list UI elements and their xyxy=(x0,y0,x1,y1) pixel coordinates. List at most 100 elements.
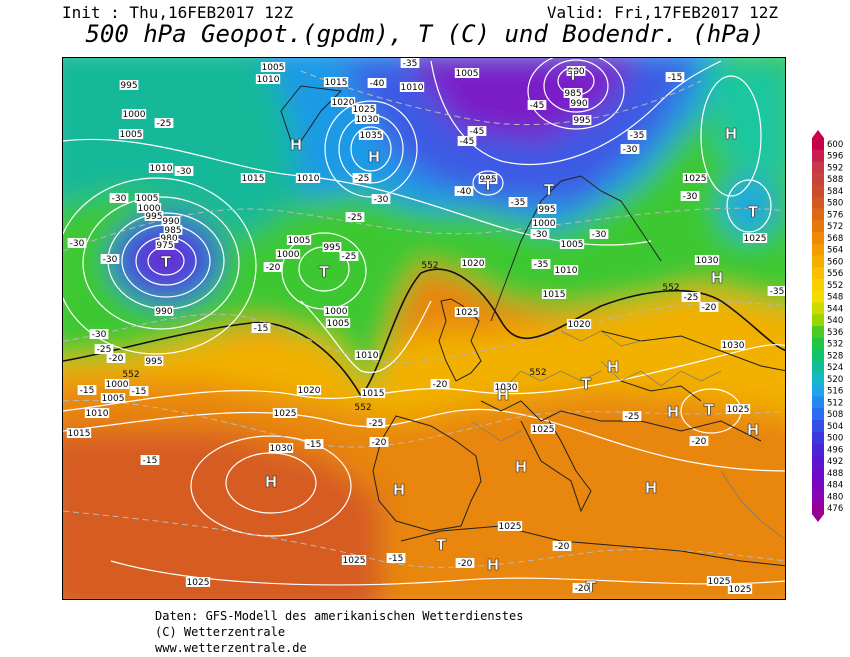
pressure-label: 1030 xyxy=(720,340,746,351)
coastlines xyxy=(280,85,785,567)
pressure-label-text: 995 xyxy=(145,357,162,367)
pressure-label-bg xyxy=(161,216,181,226)
pressure-label-text: 995 xyxy=(538,205,555,215)
temperature-label-text: -15 xyxy=(80,386,95,396)
temperature-label-bg xyxy=(386,553,406,563)
temperature-label: -20 xyxy=(430,379,450,390)
pressure-label: 1025 xyxy=(727,584,753,595)
pressure-label: 995 xyxy=(572,115,592,126)
temperature-label-bg xyxy=(430,379,450,389)
color-scale-label: 520 xyxy=(827,375,843,385)
pressure-label-text: 1010 xyxy=(257,75,280,85)
pressure-label-bg xyxy=(104,379,130,389)
temperature-label-bg xyxy=(67,238,87,248)
pressure-label-text: 1025 xyxy=(532,425,555,435)
color-scale-label: 524 xyxy=(827,363,843,373)
temperature-label-text: -30 xyxy=(70,239,85,249)
temperature-label: -30 xyxy=(100,254,120,265)
temperature-label: -30 xyxy=(530,229,550,240)
pressure-label-bg xyxy=(742,233,768,243)
pressure-label-bg xyxy=(84,408,110,418)
pressure-label-text: 1000 xyxy=(533,219,556,229)
pressure-label-text: 1005 xyxy=(327,319,350,329)
pressure-label-bg xyxy=(100,393,126,403)
pressure-label-bg xyxy=(185,577,211,587)
pressure-label-text: 1015 xyxy=(543,290,566,300)
geopotential-label-text: 552 xyxy=(662,283,679,293)
pressure-label-text: 975 xyxy=(156,241,173,251)
temperature-label-bg xyxy=(527,100,547,110)
pressure-label-bg xyxy=(553,265,579,275)
temperature-label-bg xyxy=(129,386,149,396)
pressure-label: 1000 xyxy=(121,109,147,120)
pressure-label-text: 1025 xyxy=(274,409,297,419)
pressure-label-bg xyxy=(358,130,384,140)
temperature-label-bg xyxy=(263,262,283,272)
temperature-label-bg xyxy=(665,72,685,82)
temperature-labels: -35-40-15-45-25-45-45-35-30-30-25-40 -30-… xyxy=(67,58,785,594)
pressure-label: 1005 xyxy=(454,68,480,79)
pressure-label: 1025 xyxy=(706,576,732,587)
low-pressure-marker: T xyxy=(319,263,330,281)
pressure-label-bg xyxy=(563,88,583,98)
pressure-label-text: 995 xyxy=(323,243,340,253)
pressure-label: 985 xyxy=(478,174,498,185)
temperature-label-bg xyxy=(400,58,420,68)
temperature-label-bg xyxy=(94,344,114,354)
pressure-label-bg xyxy=(572,115,592,125)
temperature-label-text: -30 xyxy=(623,145,638,155)
pressure-label: 1005 xyxy=(134,193,160,204)
geopotential-label-text: 552 xyxy=(421,261,438,271)
pressure-label-text: 1000 xyxy=(106,380,129,390)
temperature-label-bg xyxy=(154,118,174,128)
low-pressure-marker: T xyxy=(586,578,597,596)
temperature-label-text: -35 xyxy=(770,287,785,297)
color-scale-swatch xyxy=(812,196,824,209)
geopotential-label-text: 552 xyxy=(529,368,546,378)
pressure-label: 1025 xyxy=(341,555,367,566)
pressure-label-text: 1015 xyxy=(325,78,348,88)
high-pressure-marker: H xyxy=(368,148,381,166)
color-scale-label: 560 xyxy=(827,257,843,267)
color-scale-swatch xyxy=(812,185,824,198)
temperature-label-text: -20 xyxy=(555,542,570,552)
pressure-label: 1020 xyxy=(296,385,322,396)
temperature-label-bg xyxy=(531,259,551,269)
pressure-label-text: 1025 xyxy=(456,308,479,318)
color-scale-label: 532 xyxy=(827,340,843,350)
temperature-label-text: -35 xyxy=(534,260,549,270)
temperature-label: -20 xyxy=(699,302,719,313)
geopotential-label: 552 xyxy=(662,283,679,293)
color-scale-top-arrow xyxy=(812,130,824,138)
pressure-label-text: 1020 xyxy=(298,386,321,396)
color-scale-swatch xyxy=(812,455,824,468)
color-scale-label: 508 xyxy=(827,410,843,420)
color-scale-swatch xyxy=(812,384,824,397)
pressure-label-text: 1000 xyxy=(138,204,161,214)
temperature-label: -20 xyxy=(263,262,283,273)
color-scale-swatch xyxy=(812,349,824,362)
color-scale-swatch xyxy=(812,302,824,315)
color-scale-swatch xyxy=(812,173,824,186)
color-scale-label: 476 xyxy=(827,504,843,514)
pressure-label: 1010 xyxy=(553,265,579,276)
pressure-label-bg xyxy=(720,340,746,350)
pressure-label-bg xyxy=(330,97,356,107)
color-scale-label: 564 xyxy=(827,246,843,256)
temperature-label-bg xyxy=(371,194,391,204)
pressure-label-bg xyxy=(354,114,380,124)
temperature-label-bg xyxy=(467,126,487,136)
temperature-label: -35 xyxy=(767,286,785,297)
temperature-label-bg xyxy=(345,212,365,222)
pressure-label-text: 1010 xyxy=(401,83,424,93)
color-scale-swatch xyxy=(812,243,824,256)
temperature-label: -25 xyxy=(154,118,174,129)
pressure-label-bg xyxy=(559,239,585,249)
geopotential-label: 552 xyxy=(529,368,546,378)
pressure-label: 1000 xyxy=(136,203,162,214)
temperature-label: -25 xyxy=(94,344,114,355)
pressure-label-bg xyxy=(272,408,298,418)
temperature-label-text: -35 xyxy=(630,131,645,141)
pressure-label-text: 1030 xyxy=(696,256,719,266)
temperature-label: -40 xyxy=(367,78,387,89)
